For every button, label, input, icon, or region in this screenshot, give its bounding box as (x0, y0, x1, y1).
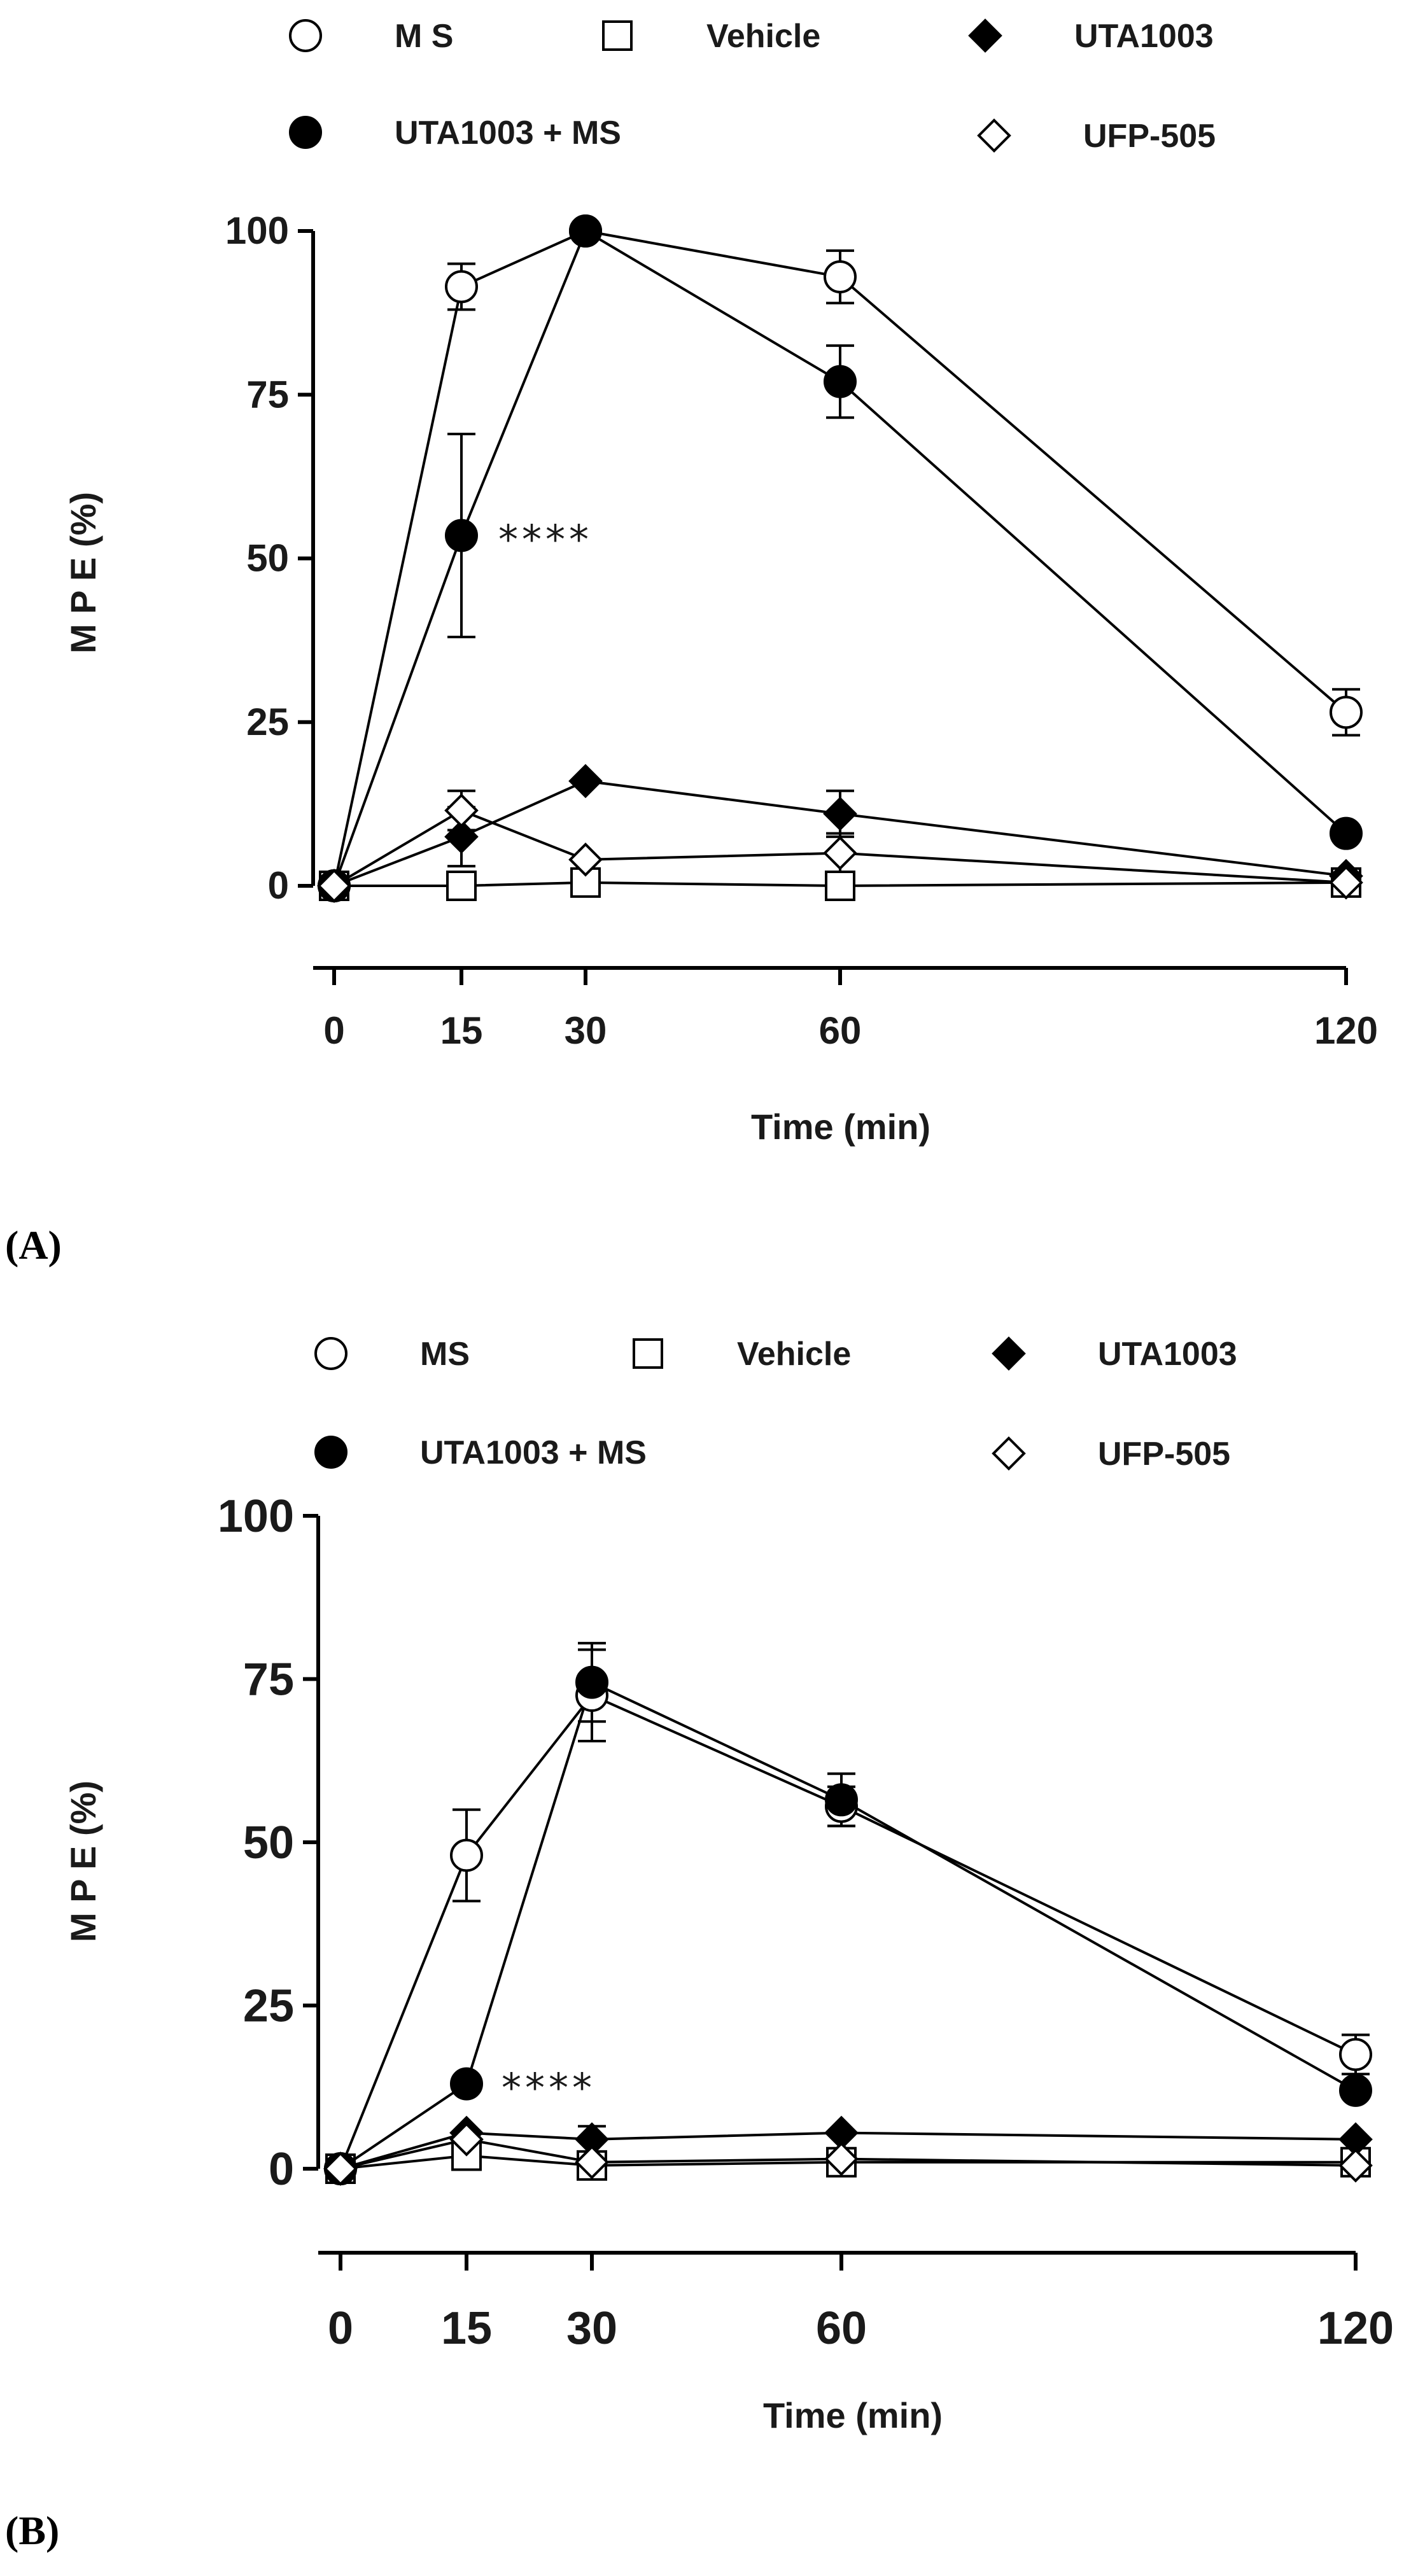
y-tick-label: 25 (243, 1981, 294, 2032)
series-line-ms (339, 1693, 1356, 2169)
data-point-ufp-505 (449, 2122, 484, 2157)
legend-item-m-s: M S (289, 18, 453, 55)
x-tick-label: 15 (441, 2303, 492, 2354)
x-tick-label: 120 (1314, 1009, 1378, 1052)
legend-item-uta1003-ms: UTA1003 + MS (289, 115, 621, 151)
x-tick-label: 15 (440, 1009, 483, 1052)
data-point-uta1003 (444, 819, 479, 854)
data-point-uta1003-ms (825, 1783, 858, 1817)
data-point-uta1003-ms (1330, 816, 1363, 850)
y-tick-label: 0 (269, 2144, 294, 2195)
data-point-ufp-505 (323, 2152, 358, 2186)
series-line-m-s (333, 229, 1347, 886)
legend-item-ufp-505: UFP-505 (977, 118, 1216, 155)
data-point-ufp-505 (824, 2141, 859, 2176)
significance-annotation: **** (498, 516, 593, 563)
legend-label: MS (420, 1336, 470, 1373)
y-tick-label: 75 (246, 373, 289, 416)
y-tick-label: 100 (225, 209, 289, 252)
data-point-m-s (824, 260, 857, 294)
y-tick-label: 50 (246, 537, 289, 580)
legend-item-uta1003: UTA1003 (968, 18, 1214, 55)
legend-marker (602, 20, 633, 51)
data-point-ufp-505 (823, 836, 857, 871)
y-tick-label: 50 (243, 1817, 294, 1868)
data-point-m-s (445, 270, 478, 304)
legend-marker (289, 19, 322, 52)
data-point-ufp-505 (1338, 2148, 1373, 2183)
x-axis-title: Time (min) (763, 2395, 943, 2435)
data-point-uta1003-ms (824, 365, 857, 398)
x-tick-label: 0 (328, 2303, 353, 2354)
data-point-uta1003 (568, 764, 603, 799)
legend-marker (314, 1436, 347, 1469)
legend-item-uta1003: UTA1003 (992, 1336, 1237, 1373)
legend-label: UTA1003 (1074, 18, 1214, 55)
legend-marker (977, 118, 1011, 153)
series-line-uta1003-ms (333, 229, 1347, 886)
data-point-ufp-505 (317, 869, 351, 903)
data-point-ms (450, 1838, 483, 1872)
x-tick-label: 0 (323, 1009, 344, 1052)
panel-a: M S Vehicle UTA1003 UTA1003 + MS UFP-505 M P… (5, 18, 1378, 1268)
x-axis-title: Time (min) (751, 1107, 930, 1147)
panel-b: MS Vehicle UTA1003 UTA1003 + MS UFP-505 M P … (5, 1336, 1394, 2553)
data-point-uta1003-ms (1339, 2073, 1372, 2107)
legend-item-ufp-505: UFP-505 (992, 1436, 1230, 1473)
legend-marker (314, 1337, 347, 1370)
data-point-ms (1339, 2038, 1372, 2071)
legend-label: UTA1003 (1098, 1336, 1237, 1373)
data-point-uta1003-ms (450, 2067, 483, 2101)
x-tick-label: 60 (816, 2303, 867, 2354)
y-tick-label: 75 (243, 1655, 294, 1705)
data-point-uta1003-ms (569, 214, 602, 248)
legend-marker (992, 1436, 1026, 1471)
data-point-ufp-505 (568, 843, 603, 877)
data-point-uta1003-ms (575, 1665, 608, 1699)
legend-item-vehicle: Vehicle (602, 18, 820, 55)
data-point-m-s (1330, 696, 1363, 729)
legend-label: Vehicle (706, 18, 820, 55)
data-point-ufp-505 (444, 793, 479, 828)
legend-marker (992, 1336, 1026, 1371)
y-axis-title: M P E (%) (63, 492, 103, 654)
legend-marker (289, 116, 322, 149)
panel-label: (B) (5, 2508, 59, 2553)
data-point-uta1003-ms (445, 519, 478, 552)
legend-marker (968, 18, 1002, 53)
legend-marker (633, 1338, 663, 1369)
y-axis-title: M P E (%) (63, 1781, 103, 1942)
y-tick-label: 0 (268, 864, 289, 907)
y-tick-label: 25 (246, 701, 289, 743)
x-tick-label: 30 (565, 1009, 607, 1052)
data-point-vehicle (825, 871, 855, 901)
legend-label: M S (395, 18, 453, 55)
data-point-vehicle (446, 871, 477, 901)
legend-item-vehicle: Vehicle (633, 1336, 851, 1373)
significance-annotation: **** (502, 2065, 596, 2111)
legend-label: UFP-505 (1098, 1436, 1230, 1473)
series-line-uta1003-ms (339, 1680, 1356, 2170)
x-tick-label: 60 (819, 1009, 862, 1052)
data-point-ufp-505 (1329, 865, 1363, 900)
panel-label: (A) (5, 1222, 62, 1268)
legend-item-uta1003-ms: UTA1003 + MS (314, 1434, 647, 1471)
legend-item-ms: MS (314, 1336, 470, 1373)
data-point-uta1003 (823, 796, 857, 831)
legend-label: UFP-505 (1083, 118, 1216, 155)
legend-label: UTA1003 + MS (420, 1434, 647, 1471)
legend-label: UTA1003 + MS (395, 115, 621, 151)
x-tick-label: 30 (566, 2303, 617, 2354)
legend-label: Vehicle (737, 1336, 851, 1373)
data-point-ufp-505 (575, 2145, 609, 2180)
x-tick-label: 120 (1317, 2303, 1394, 2354)
y-tick-label: 100 (218, 1491, 294, 1542)
